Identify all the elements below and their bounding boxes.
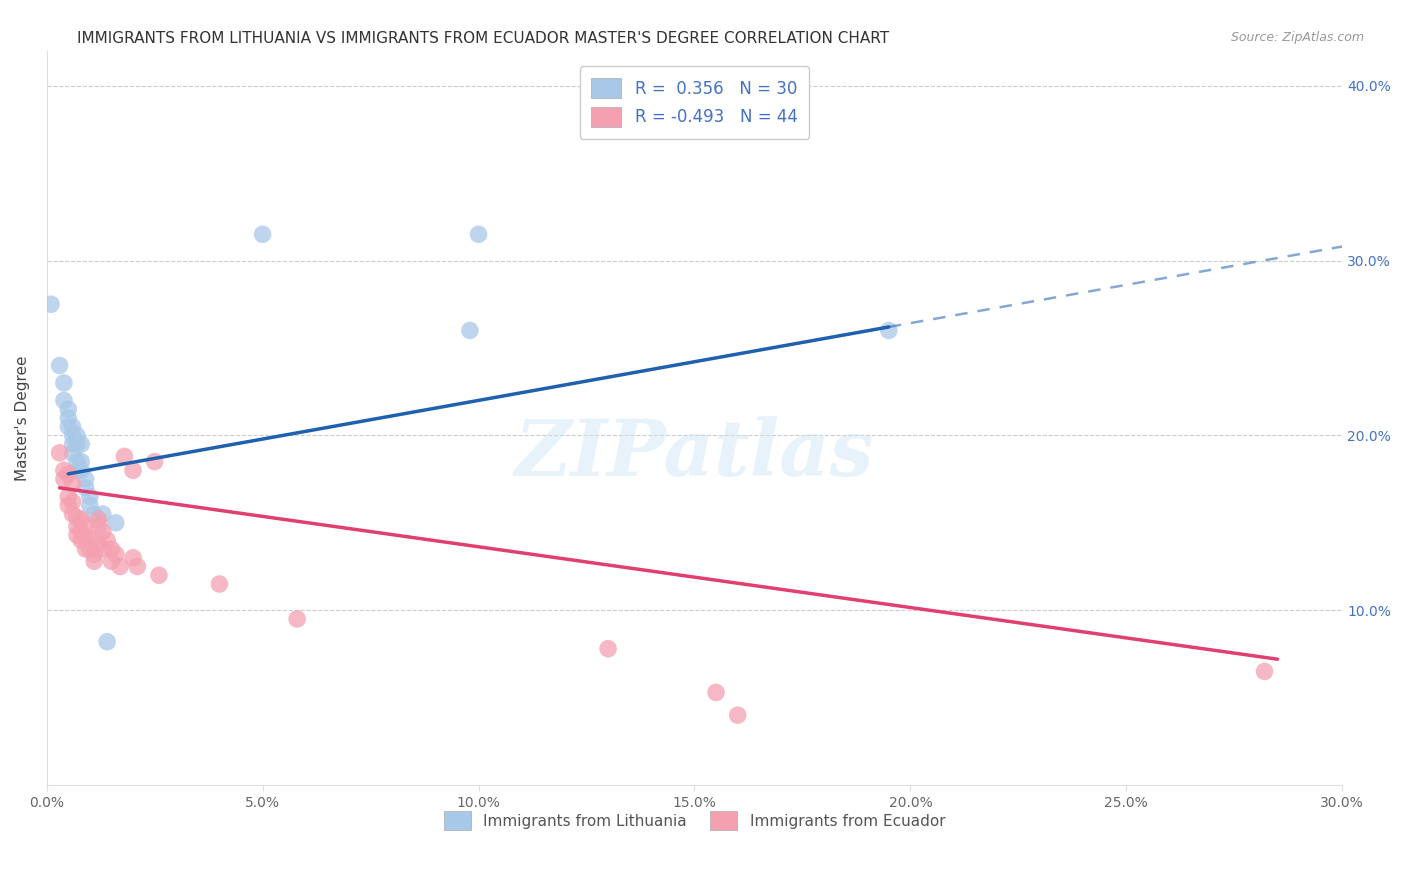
Point xyxy=(100,554,122,568)
Point xyxy=(91,524,114,539)
Point xyxy=(58,410,80,425)
Point xyxy=(58,467,80,481)
Point xyxy=(208,577,231,591)
Point xyxy=(148,568,170,582)
Point xyxy=(52,393,75,408)
Point xyxy=(108,559,131,574)
Point xyxy=(70,512,93,526)
Point xyxy=(52,376,75,390)
Point xyxy=(52,472,75,486)
Point xyxy=(112,450,135,464)
Point xyxy=(62,477,84,491)
Point xyxy=(79,533,101,548)
Point xyxy=(66,437,89,451)
Text: IMMIGRANTS FROM LITHUANIA VS IMMIGRANTS FROM ECUADOR MASTER'S DEGREE CORRELATION: IMMIGRANTS FROM LITHUANIA VS IMMIGRANTS … xyxy=(77,31,890,46)
Point xyxy=(1253,665,1275,679)
Point xyxy=(62,495,84,509)
Point xyxy=(75,530,97,544)
Point xyxy=(66,463,89,477)
Point xyxy=(75,472,97,486)
Point xyxy=(727,708,749,723)
Point xyxy=(62,437,84,451)
Point xyxy=(91,507,114,521)
Point xyxy=(75,542,97,557)
Point xyxy=(87,519,110,533)
Point xyxy=(285,612,308,626)
Point xyxy=(104,547,127,561)
Point xyxy=(70,437,93,451)
Point xyxy=(122,463,145,477)
Point xyxy=(70,463,93,477)
Point xyxy=(79,490,101,504)
Point xyxy=(62,428,84,442)
Point xyxy=(458,323,481,337)
Legend: Immigrants from Lithuania, Immigrants from Ecuador: Immigrants from Lithuania, Immigrants fr… xyxy=(437,805,952,836)
Point xyxy=(100,542,122,557)
Point xyxy=(58,402,80,417)
Point xyxy=(66,428,89,442)
Point xyxy=(70,454,93,468)
Point xyxy=(96,634,118,648)
Point xyxy=(62,507,84,521)
Text: Source: ZipAtlas.com: Source: ZipAtlas.com xyxy=(1230,31,1364,45)
Point xyxy=(66,528,89,542)
Y-axis label: Master's Degree: Master's Degree xyxy=(15,355,30,481)
Point xyxy=(66,454,89,468)
Point xyxy=(70,524,93,539)
Point xyxy=(877,323,900,337)
Point xyxy=(75,481,97,495)
Point xyxy=(87,537,110,551)
Point xyxy=(252,227,274,242)
Point xyxy=(96,533,118,548)
Point xyxy=(596,641,619,656)
Point xyxy=(83,507,105,521)
Point xyxy=(104,516,127,530)
Point xyxy=(48,446,70,460)
Point xyxy=(66,510,89,524)
Point xyxy=(70,533,93,548)
Point xyxy=(91,542,114,557)
Point xyxy=(467,227,489,242)
Point xyxy=(704,685,727,699)
Point xyxy=(66,519,89,533)
Point xyxy=(127,559,149,574)
Point xyxy=(79,542,101,557)
Point xyxy=(143,454,166,468)
Point xyxy=(39,297,62,311)
Point xyxy=(52,463,75,477)
Point xyxy=(58,419,80,434)
Point xyxy=(83,547,105,561)
Text: ZIPatlas: ZIPatlas xyxy=(515,417,875,493)
Point xyxy=(62,446,84,460)
Point xyxy=(87,512,110,526)
Point xyxy=(79,498,101,512)
Point xyxy=(75,519,97,533)
Point xyxy=(122,550,145,565)
Point xyxy=(58,490,80,504)
Point xyxy=(58,498,80,512)
Point xyxy=(83,554,105,568)
Point xyxy=(62,419,84,434)
Point xyxy=(48,359,70,373)
